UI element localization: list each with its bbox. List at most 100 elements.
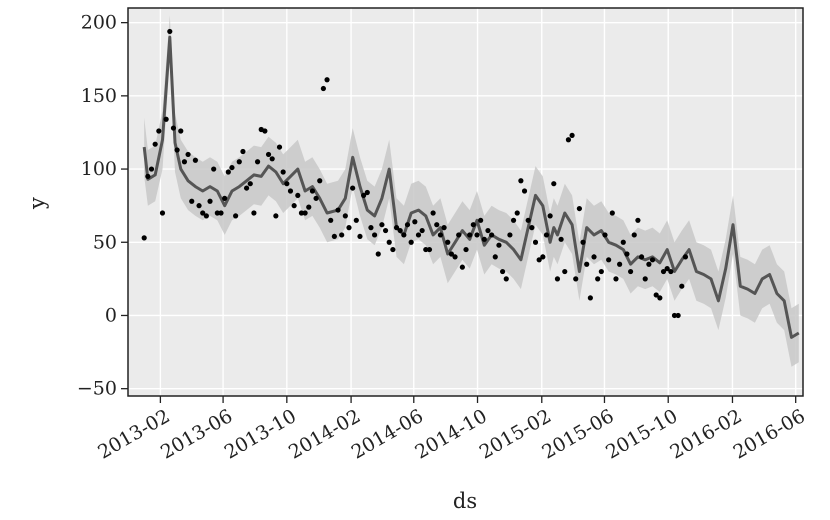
data-point [357, 233, 363, 240]
data-point [606, 257, 612, 263]
data-point [328, 217, 334, 223]
data-point [660, 268, 667, 275]
data-point [236, 159, 242, 165]
data-point [434, 222, 440, 228]
data-point [189, 198, 195, 204]
data-point [211, 166, 217, 172]
data-point [320, 85, 326, 92]
data-point [635, 217, 641, 223]
data-point [529, 225, 535, 231]
data-point [448, 251, 454, 257]
y-tick-label: 100 [81, 158, 117, 180]
y-axis-title: y [25, 197, 49, 210]
data-point [375, 251, 381, 257]
data-point [609, 210, 615, 216]
data-point [481, 236, 487, 242]
data-point [382, 227, 389, 234]
data-point [598, 268, 604, 275]
data-point [170, 125, 177, 131]
x-tick-label: 2014-06 [348, 405, 427, 464]
data-point [591, 254, 597, 260]
data-point [145, 173, 151, 179]
x-tick-label: 2016-06 [730, 405, 809, 464]
data-point [298, 210, 305, 216]
data-point [229, 164, 235, 171]
x-tick-label: 2015-06 [538, 405, 617, 464]
data-point [474, 232, 480, 238]
data-point [251, 210, 257, 216]
uncertainty-band [144, 15, 799, 367]
observed-points [141, 28, 689, 319]
data-point [335, 207, 341, 213]
x-tick-label: 2016-02 [666, 405, 745, 464]
data-point [368, 225, 374, 231]
data-point [459, 264, 465, 270]
data-point [207, 198, 213, 204]
data-point [430, 210, 436, 216]
data-point [163, 116, 169, 122]
data-point [141, 235, 147, 241]
data-point [324, 77, 330, 83]
data-point [573, 276, 579, 282]
data-point [419, 227, 425, 234]
data-point [401, 232, 407, 238]
y-axis: 200 150 100 50 0 −50 [77, 12, 128, 400]
data-point [558, 236, 564, 242]
data-point [671, 312, 678, 319]
data-point [152, 141, 158, 147]
x-tick-label: 2014-10 [411, 405, 490, 464]
data-point [262, 128, 268, 134]
y-tick-label: 150 [81, 85, 117, 107]
data-point [346, 225, 352, 231]
data-point [313, 195, 319, 201]
x-axis-title: ds [453, 489, 477, 513]
data-point [214, 210, 220, 216]
data-point [364, 189, 370, 196]
data-point [532, 239, 539, 245]
y-tick-label: 0 [105, 304, 117, 326]
data-point [595, 276, 601, 282]
data-point [287, 188, 294, 194]
data-point [361, 192, 367, 199]
data-point [620, 239, 626, 245]
data-point [233, 213, 239, 219]
data-point [309, 188, 316, 194]
data-point [492, 254, 498, 260]
data-point [269, 156, 275, 162]
data-point [331, 233, 337, 240]
data-point [393, 225, 400, 231]
data-point [404, 222, 411, 228]
data-point [649, 257, 656, 263]
data-point [159, 210, 166, 216]
data-point [178, 128, 184, 134]
data-point [291, 203, 297, 209]
data-point [222, 195, 228, 201]
data-point [510, 217, 517, 223]
data-point [415, 232, 422, 238]
data-point [543, 232, 550, 238]
data-point [200, 210, 206, 216]
data-point [397, 227, 403, 234]
data-point [638, 254, 645, 260]
data-point [470, 222, 476, 228]
data-point [273, 213, 279, 219]
forecast-line [142, 35, 800, 339]
x-tick-label: 2013-06 [157, 405, 236, 464]
data-point [243, 185, 250, 191]
data-point [521, 188, 528, 194]
data-point [664, 266, 670, 272]
data-point [306, 204, 312, 210]
data-point [452, 254, 458, 260]
data-point [525, 217, 531, 223]
data-point [646, 261, 652, 267]
data-point [642, 276, 648, 282]
data-point [536, 257, 542, 263]
data-point [584, 261, 590, 267]
data-point [342, 213, 348, 219]
data-point [317, 178, 323, 184]
data-point [653, 292, 659, 298]
x-tick-label: 2015-10 [602, 405, 681, 464]
data-point [547, 213, 553, 219]
data-point [496, 242, 502, 248]
